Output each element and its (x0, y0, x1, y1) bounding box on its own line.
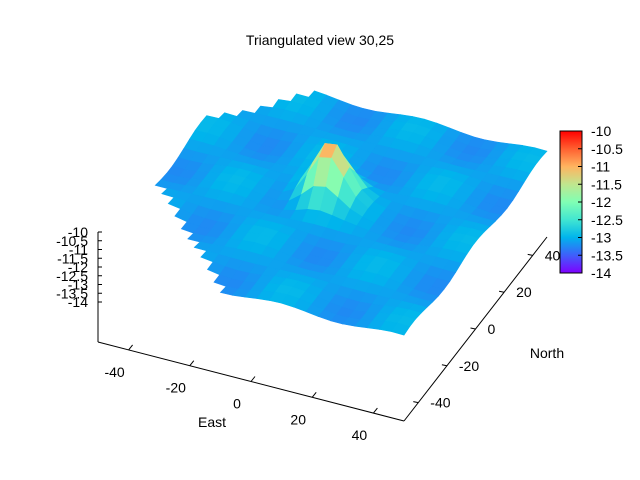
colorbar-tick-label: -10 (591, 123, 611, 139)
z-tick-label: -10 (68, 224, 88, 240)
y-tick-label: 0 (488, 321, 496, 337)
z-tick-label: -14 (68, 294, 88, 310)
x-tick (311, 391, 317, 398)
x-tick (373, 407, 378, 414)
x-tick-label: 20 (290, 411, 306, 427)
chart-title: Triangulated view 30,25 (246, 32, 394, 48)
y-tick (413, 401, 419, 404)
y-tick (527, 253, 533, 256)
y-tick (499, 290, 505, 293)
x-tick-label: -20 (166, 380, 186, 396)
y-tick (470, 327, 476, 330)
colorbar-tick-label: -14 (591, 265, 611, 281)
x-tick (189, 360, 195, 367)
z-tick-label: -11.5 (57, 250, 88, 266)
x-tick-label: 0 (233, 396, 241, 412)
x-tick (128, 344, 133, 351)
surface-plot (154, 90, 548, 336)
plot-axes: -40-2002040-40-2002040-10-10.5-11-11.5-1… (56, 224, 560, 443)
x-axis-label: East (198, 414, 226, 430)
y-axis-label: North (530, 345, 564, 361)
colorbar-tick-label: -13.5 (591, 247, 623, 263)
z-tick-label: -13 (68, 277, 88, 293)
colorbar: -10 -10.5 -11-11.5 -12 -12.5 -13-13.5 -14 (559, 123, 623, 281)
y-tick-label: -40 (430, 395, 450, 411)
z-tick-label: -13.5 (56, 285, 88, 301)
z-tick-label: -12 (68, 259, 88, 275)
colorbar-tick-label: -13 (591, 230, 611, 246)
x-tick-label: 40 (352, 427, 368, 443)
colorbar-tick-label: -11 (591, 159, 610, 175)
colorbar-tick-label: -10.5 (591, 141, 623, 157)
y-tick (441, 364, 447, 367)
z-tick-label: -12.5 (56, 268, 88, 284)
y-tick-label: 20 (516, 284, 532, 300)
z-tick-label: -10.5 (56, 233, 88, 249)
colorbar-tick-label: -11.5 (591, 176, 622, 192)
x-tick-label: -40 (104, 364, 124, 380)
x-tick (250, 376, 256, 382)
y-tick-label: -20 (459, 358, 479, 374)
colorbar-tick-label: -12.5 (591, 212, 623, 228)
colorbar-tick-label: -12 (591, 194, 611, 210)
z-tick-label: -11 (69, 242, 88, 258)
y-tick-label: 40 (545, 247, 561, 263)
surface-facet (391, 322, 411, 336)
